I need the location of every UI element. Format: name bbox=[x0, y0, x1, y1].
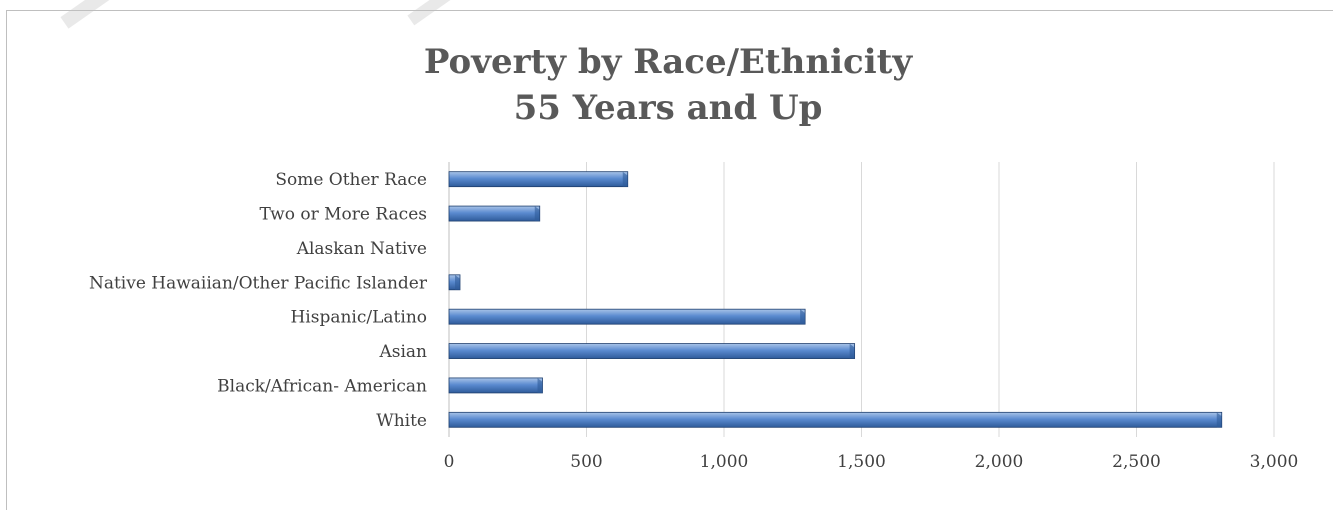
category-label: Asian bbox=[378, 342, 427, 362]
category-labels: White Black/African- American Asian Hispani… bbox=[89, 170, 428, 431]
bar bbox=[448, 171, 629, 188]
chart-title: Poverty by Race/Ethnicity bbox=[424, 42, 913, 82]
chart-subtitle: 55 Years and Up bbox=[514, 88, 823, 128]
bars bbox=[448, 171, 1223, 428]
x-tick-label: 0 bbox=[444, 452, 455, 472]
grid-lines bbox=[448, 162, 1275, 437]
category-label: Hispanic/Latino bbox=[290, 308, 427, 328]
x-tick-label: 1,000 bbox=[700, 452, 749, 472]
category-label: Native Hawaiian/Other Pacific Islander bbox=[89, 273, 428, 293]
bar bbox=[448, 205, 541, 222]
x-axis-tick-labels: 0 500 1,000 1,500 2,000 2,500 3,000 bbox=[444, 452, 1299, 472]
category-label: Black/African- American bbox=[217, 376, 427, 396]
x-tick-label: 3,000 bbox=[1250, 452, 1299, 472]
category-label: Two or More Races bbox=[259, 205, 427, 225]
bar-chart: Poverty by Race/Ethnicity 55 Years and U… bbox=[89, 42, 1299, 472]
x-tick-label: 2,000 bbox=[975, 452, 1024, 472]
x-tick-label: 500 bbox=[570, 452, 602, 472]
bar bbox=[448, 411, 1223, 428]
bar bbox=[448, 377, 543, 394]
category-label: White bbox=[376, 411, 427, 431]
bar bbox=[448, 308, 806, 325]
bar bbox=[448, 274, 461, 291]
bar bbox=[448, 343, 856, 359]
chart-area bbox=[6, 10, 1333, 510]
x-tick-label: 2,500 bbox=[1112, 452, 1161, 472]
category-label: Alaskan Native bbox=[296, 239, 427, 259]
category-label: Some Other Race bbox=[275, 170, 427, 190]
x-tick-label: 1,500 bbox=[837, 452, 886, 472]
